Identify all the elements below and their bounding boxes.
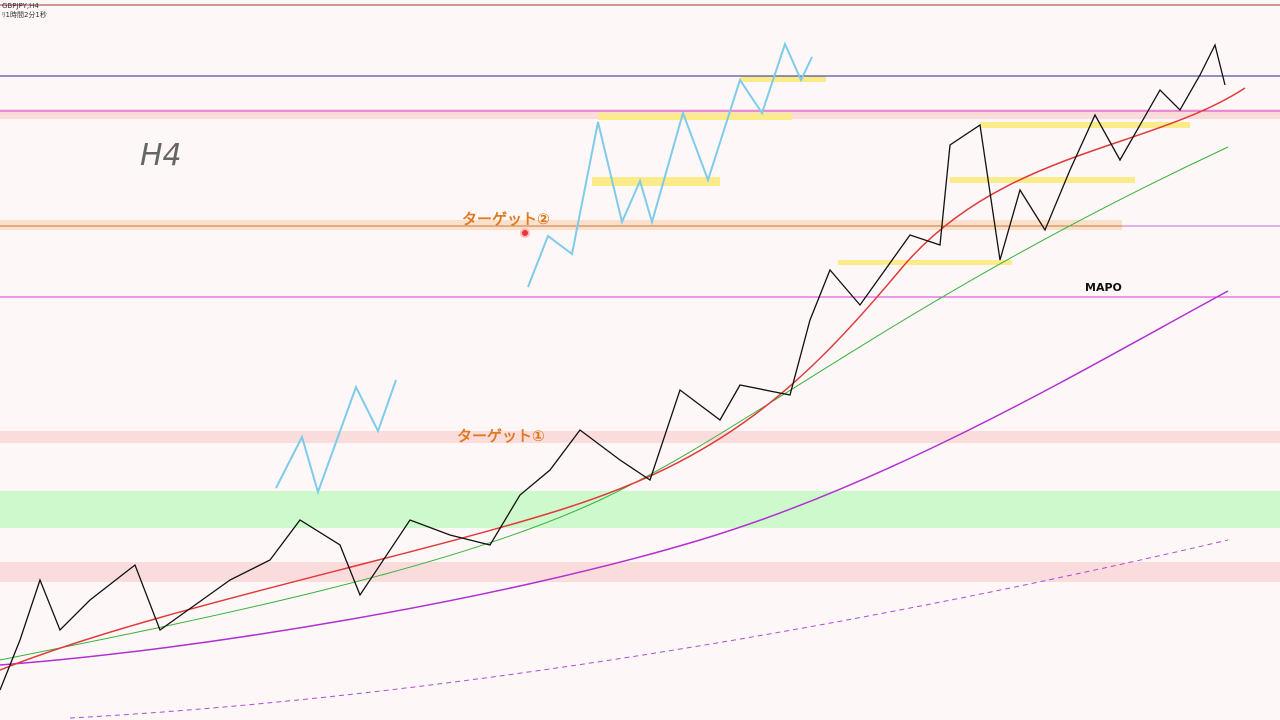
yellow-zone	[740, 76, 826, 82]
target-label: ターゲット①	[457, 427, 545, 445]
scenario-path	[527, 41, 813, 288]
ma-75	[0, 146, 1229, 661]
zones	[0, 76, 1280, 582]
yellow-zone	[592, 177, 720, 186]
support-zone	[0, 562, 1280, 582]
watermark: MAPO	[1085, 281, 1122, 294]
resistance-zone	[0, 431, 1280, 443]
scenario-arrows	[275, 41, 813, 496]
yellow-zone	[950, 177, 1135, 183]
yellow-zone	[838, 260, 1012, 265]
yellow-zone	[598, 113, 792, 120]
support-zone	[0, 491, 1280, 528]
timeframe-label: H4	[140, 138, 182, 173]
target-label: ターゲット②	[462, 210, 550, 228]
ma-200	[0, 290, 1229, 666]
target-zone	[0, 220, 1122, 230]
symbol-label: GBPJPY,H4	[2, 2, 39, 10]
ma-21	[0, 87, 1246, 671]
marker-dot	[520, 228, 530, 238]
levels	[0, 75, 1280, 298]
price-path	[0, 43, 1226, 691]
timer-label: ﾘ1時間2分1秒	[2, 10, 47, 19]
scenario-path	[275, 379, 397, 496]
yellow-zone	[980, 122, 1190, 128]
moving-averages	[0, 87, 1246, 719]
